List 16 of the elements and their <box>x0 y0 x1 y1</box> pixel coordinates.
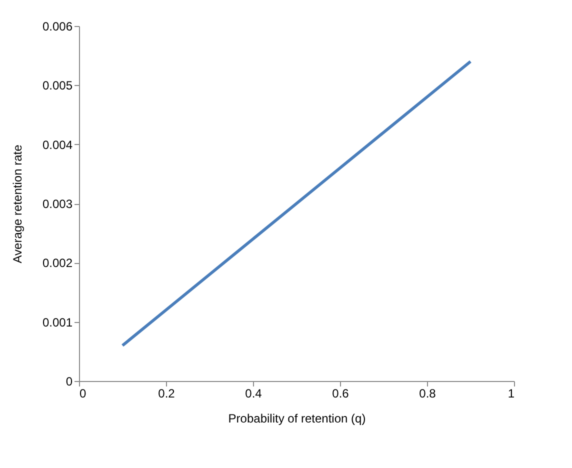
x-tick-label: 0 <box>80 386 86 400</box>
y-tick-label: 0.006 <box>42 20 73 34</box>
y-tick-label: 0.004 <box>42 138 73 152</box>
x-tick-label: 1 <box>508 386 515 400</box>
x-tick-label: 0.6 <box>332 386 350 400</box>
x-tick-label: 0.4 <box>245 386 262 400</box>
y-tick-label: 0.003 <box>42 197 73 211</box>
y-tick-label: 0.002 <box>42 256 73 270</box>
x-tick-label: 0.8 <box>419 386 436 400</box>
line-series <box>121 60 472 347</box>
x-axis-title: Probability of retention (q) <box>228 412 366 426</box>
y-tick-label: 0 <box>66 374 73 388</box>
x-tick-label: 0.2 <box>158 386 176 400</box>
y-tick-label: 0.001 <box>42 315 73 330</box>
y-tick-label: 0.005 <box>42 78 73 93</box>
y-axis-title: Average retention rate <box>10 144 24 264</box>
